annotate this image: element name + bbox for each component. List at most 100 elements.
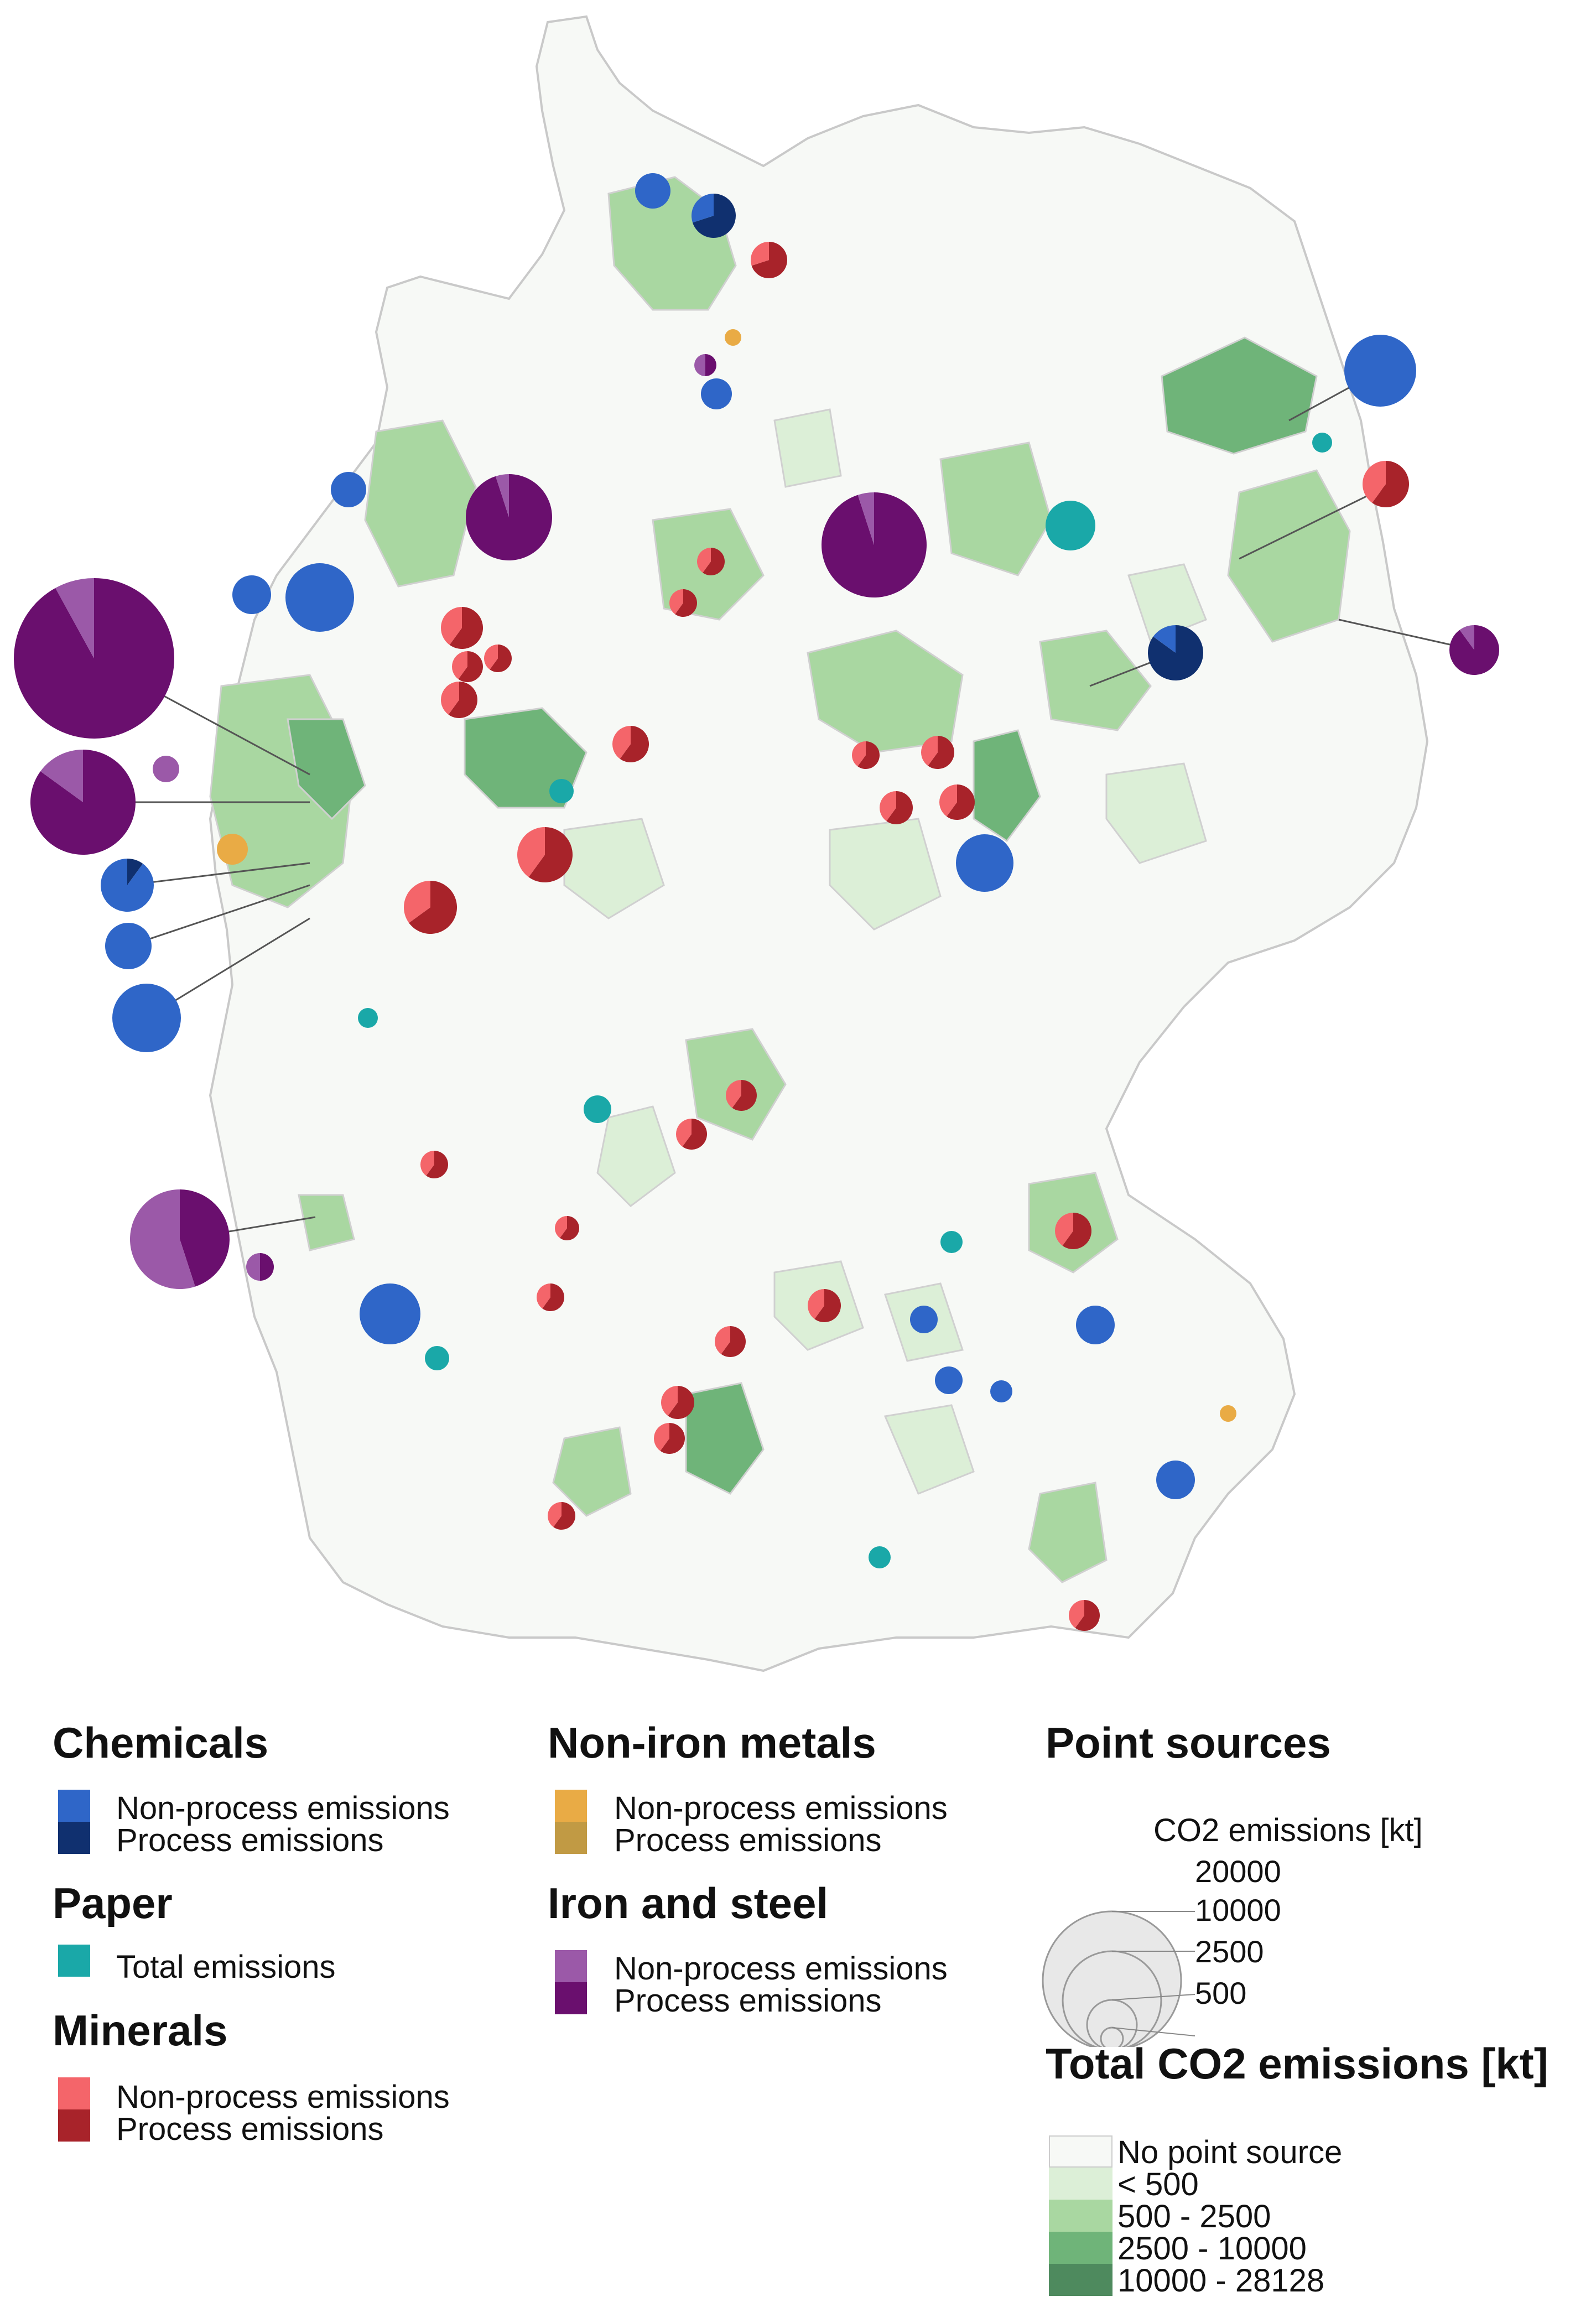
legend-minerals-process: Process emissions bbox=[116, 2111, 384, 2147]
point-source-process-slice bbox=[822, 492, 927, 597]
point-source-nonprocess-slice bbox=[441, 682, 459, 715]
point-source-min bbox=[675, 1119, 707, 1150]
point-source-slice bbox=[935, 1366, 963, 1394]
point-source-chem bbox=[956, 834, 1013, 892]
point-source-process-slice bbox=[180, 1189, 230, 1287]
point-source-process-slice bbox=[928, 736, 954, 769]
point-source-min bbox=[921, 736, 954, 769]
point-source-min bbox=[653, 1423, 685, 1454]
point-source-process-slice bbox=[721, 1326, 746, 1358]
legend-iron-process: Process emissions bbox=[614, 1983, 882, 2019]
point-source-min bbox=[548, 1502, 576, 1530]
point-source-nonprocess-slice bbox=[880, 791, 896, 822]
legend-point-sources-subtitle: CO2 emissions [kt] bbox=[1153, 1812, 1423, 1848]
point-source-nonprocess-slice bbox=[403, 881, 430, 923]
point-source-chem bbox=[360, 1283, 420, 1344]
point-source-slice bbox=[1076, 1306, 1115, 1344]
ramp-swatch-0 bbox=[1049, 2135, 1112, 2168]
point-source-chem bbox=[692, 194, 736, 238]
point-source-process-slice bbox=[14, 578, 175, 739]
point-source-nonprocess-slice bbox=[661, 1386, 678, 1416]
point-source-min bbox=[441, 682, 478, 718]
point-source-process-slice bbox=[682, 1119, 707, 1150]
point-source-chem bbox=[331, 472, 366, 507]
point-source-process-slice bbox=[703, 548, 725, 575]
point-source-min bbox=[725, 1080, 757, 1111]
point-source-chem bbox=[910, 1306, 938, 1333]
point-source-slice bbox=[990, 1380, 1012, 1402]
point-source-slice bbox=[1156, 1461, 1195, 1499]
point-source-nonprocess-slice bbox=[725, 1080, 741, 1108]
point-source-chem bbox=[112, 984, 181, 1052]
point-source-process-slice bbox=[490, 645, 512, 672]
point-source-slice bbox=[940, 1231, 963, 1253]
point-source-nonprocess-slice bbox=[441, 607, 462, 645]
ramp-swatch-1 bbox=[1049, 2168, 1112, 2200]
point-source-process-slice bbox=[465, 474, 552, 561]
ramp-label-4: 10000 - 28128 bbox=[1117, 2263, 1325, 2299]
legend-iron-title: Iron and steel bbox=[548, 1879, 829, 1927]
nonferrous-nonprocess-swatch bbox=[555, 1790, 587, 1822]
point-source-min bbox=[880, 791, 913, 824]
point-source-process-slice bbox=[620, 726, 649, 762]
point-source-nonprocess-slice bbox=[751, 242, 769, 266]
point-source-min bbox=[661, 1386, 695, 1419]
point-source-nonprocess-slice bbox=[517, 827, 545, 877]
point-source-slice bbox=[360, 1283, 420, 1344]
point-source-min bbox=[669, 589, 697, 617]
legend-minerals-title: Minerals bbox=[53, 2006, 228, 2055]
point-source-nonprocess-slice bbox=[857, 492, 874, 545]
point-source-paper bbox=[940, 1231, 963, 1253]
point-source-nonprocess-slice bbox=[1153, 625, 1176, 653]
point-source-chem bbox=[635, 173, 670, 209]
point-source-chem bbox=[232, 575, 271, 614]
point-source-min bbox=[696, 547, 725, 575]
legend-minerals-swatch bbox=[58, 2077, 90, 2142]
point-source-process-slice bbox=[947, 784, 975, 820]
point-source-nonprocess-slice bbox=[653, 1423, 669, 1451]
point-source-iron bbox=[246, 1253, 274, 1281]
point-source-slice bbox=[725, 329, 741, 346]
point-source-iron bbox=[153, 756, 179, 782]
point-source-min bbox=[403, 881, 457, 934]
point-source-slice bbox=[584, 1095, 611, 1123]
point-source-min bbox=[555, 1216, 580, 1240]
point-source-process-slice bbox=[886, 791, 913, 824]
point-source-process-slice bbox=[675, 589, 697, 617]
point-source-nonprocess-slice bbox=[484, 645, 498, 670]
legend-chemicals-swatch bbox=[58, 1790, 90, 1854]
point-source-slice bbox=[1046, 501, 1095, 550]
germany-outline bbox=[209, 15, 1429, 1672]
point-source-min bbox=[537, 1283, 564, 1311]
legend: Chemicals Non-process emissions Process … bbox=[0, 1704, 1596, 2323]
iron-nonprocess-swatch bbox=[555, 1950, 587, 1982]
ramp-swatch-3 bbox=[1049, 2232, 1112, 2264]
point-source-iron bbox=[1449, 625, 1499, 675]
point-source-slice bbox=[1312, 433, 1332, 453]
point-source-paper bbox=[584, 1095, 611, 1123]
ramp-label-1: < 500 bbox=[1117, 2166, 1199, 2202]
point-source-slice bbox=[910, 1306, 938, 1333]
legend-chemicals-title: Chemicals bbox=[53, 1718, 269, 1767]
point-source-paper bbox=[1312, 433, 1332, 453]
point-source-min bbox=[808, 1289, 841, 1322]
point-source-min bbox=[939, 784, 975, 820]
point-source-chem bbox=[105, 923, 152, 969]
point-source-nonprocess-slice bbox=[548, 1502, 562, 1527]
point-source-iron bbox=[30, 750, 136, 855]
point-source-chem bbox=[101, 859, 154, 912]
point-source-nonprocess-slice bbox=[696, 547, 711, 573]
point-source-chem bbox=[990, 1380, 1012, 1402]
point-source-nonprocess-slice bbox=[1459, 625, 1474, 650]
point-source-nonprocess-slice bbox=[555, 1216, 567, 1238]
legend-nonferrous-title: Non-iron metals bbox=[548, 1718, 876, 1767]
point-source-slice bbox=[285, 563, 354, 632]
point-source-process-slice bbox=[1075, 1600, 1100, 1631]
point-source-process-slice bbox=[553, 1502, 576, 1530]
point-source-process-slice bbox=[448, 682, 478, 718]
point-source-min bbox=[714, 1326, 746, 1358]
nonferrous-process-swatch bbox=[555, 1822, 587, 1854]
point-source-chem bbox=[1344, 335, 1416, 407]
point-source-nonfe bbox=[1220, 1405, 1236, 1422]
point-source-slice bbox=[956, 834, 1013, 892]
